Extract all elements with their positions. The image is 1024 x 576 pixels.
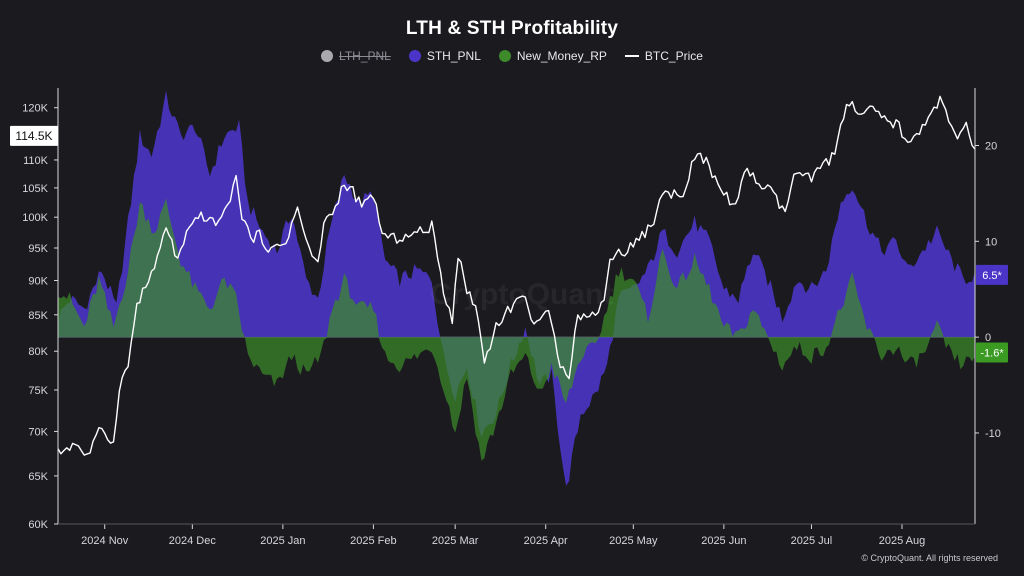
last-value-label: -1.6* <box>980 347 1004 359</box>
left-tick-label: 120K <box>22 103 48 115</box>
last-value-tag <box>976 264 1008 285</box>
x-tick-label: 2024 Dec <box>169 535 217 547</box>
x-tick-label: 2025 Feb <box>350 535 396 547</box>
legend-swatch <box>408 50 421 62</box>
x-tick-label: 2025 May <box>609 535 658 547</box>
watermark: CryptoQuant <box>430 278 614 311</box>
legend-item-lth-pnl[interactable]: LTH_PNL <box>321 49 391 63</box>
legend-label: BTC_Price <box>644 49 703 63</box>
current-price-label: 114.5K <box>15 129 52 143</box>
last-value-tag <box>976 342 1008 363</box>
right-tick-label: 20 <box>985 140 997 152</box>
legend-label: STH_PNL <box>426 49 481 63</box>
legend-swatch <box>321 50 334 62</box>
left-tick-label: 110K <box>23 155 49 167</box>
left-tick-label: 95K <box>28 243 48 255</box>
legend-item-btc-price[interactable]: BTC_Price <box>624 49 703 63</box>
left-tick-label: 70K <box>28 426 48 438</box>
legend-item-sth-pnl[interactable]: STH_PNL <box>408 49 481 63</box>
x-tick-label: 2025 Apr <box>524 535 568 547</box>
left-tick-label: 105K <box>22 183 48 195</box>
left-tick-label: 75K <box>28 385 48 397</box>
legend-label: LTH_PNL <box>339 49 391 63</box>
x-tick-label: 2025 Jul <box>791 535 833 547</box>
legend-label: New_Money_RP <box>516 49 607 63</box>
left-tick-label: 60K <box>28 519 48 531</box>
series-line-btc-price <box>57 95 976 456</box>
x-tick-label: 2025 Jan <box>260 535 305 547</box>
right-tick-label: -10 <box>985 428 1001 440</box>
x-tick-label: 2024 Nov <box>81 535 129 547</box>
last-value-label: 6.5* <box>982 270 1002 282</box>
right-tick-label: 0 <box>985 332 991 344</box>
x-tick-label: 2025 Aug <box>879 535 926 547</box>
left-tick-label: 65K <box>28 471 48 483</box>
left-tick-label: 85K <box>28 310 48 322</box>
legend-item-new-money-rp[interactable]: New_Money_RP <box>498 49 607 63</box>
chart-title: LTH & STH Profitability <box>405 18 619 39</box>
legend-swatch <box>624 55 639 57</box>
legend-swatch <box>498 50 511 62</box>
copyright-text: © CryptoQuant. All rights reserved <box>861 553 998 563</box>
legend: LTH_PNL STH_PNL New_Money_RP BTC_Price <box>0 49 1024 63</box>
series-area-new-money-rp <box>58 198 975 461</box>
left-tick-label: 100K <box>22 212 48 224</box>
left-tick-label: 80K <box>28 346 48 358</box>
left-tick-label: 90K <box>28 275 48 287</box>
right-tick-label: 10 <box>985 236 997 248</box>
series-area-sth-pnl <box>58 90 975 486</box>
current-price-tag <box>10 125 58 146</box>
x-tick-label: 2025 Jun <box>701 535 746 547</box>
x-tick-label: 2025 Mar <box>432 535 479 547</box>
